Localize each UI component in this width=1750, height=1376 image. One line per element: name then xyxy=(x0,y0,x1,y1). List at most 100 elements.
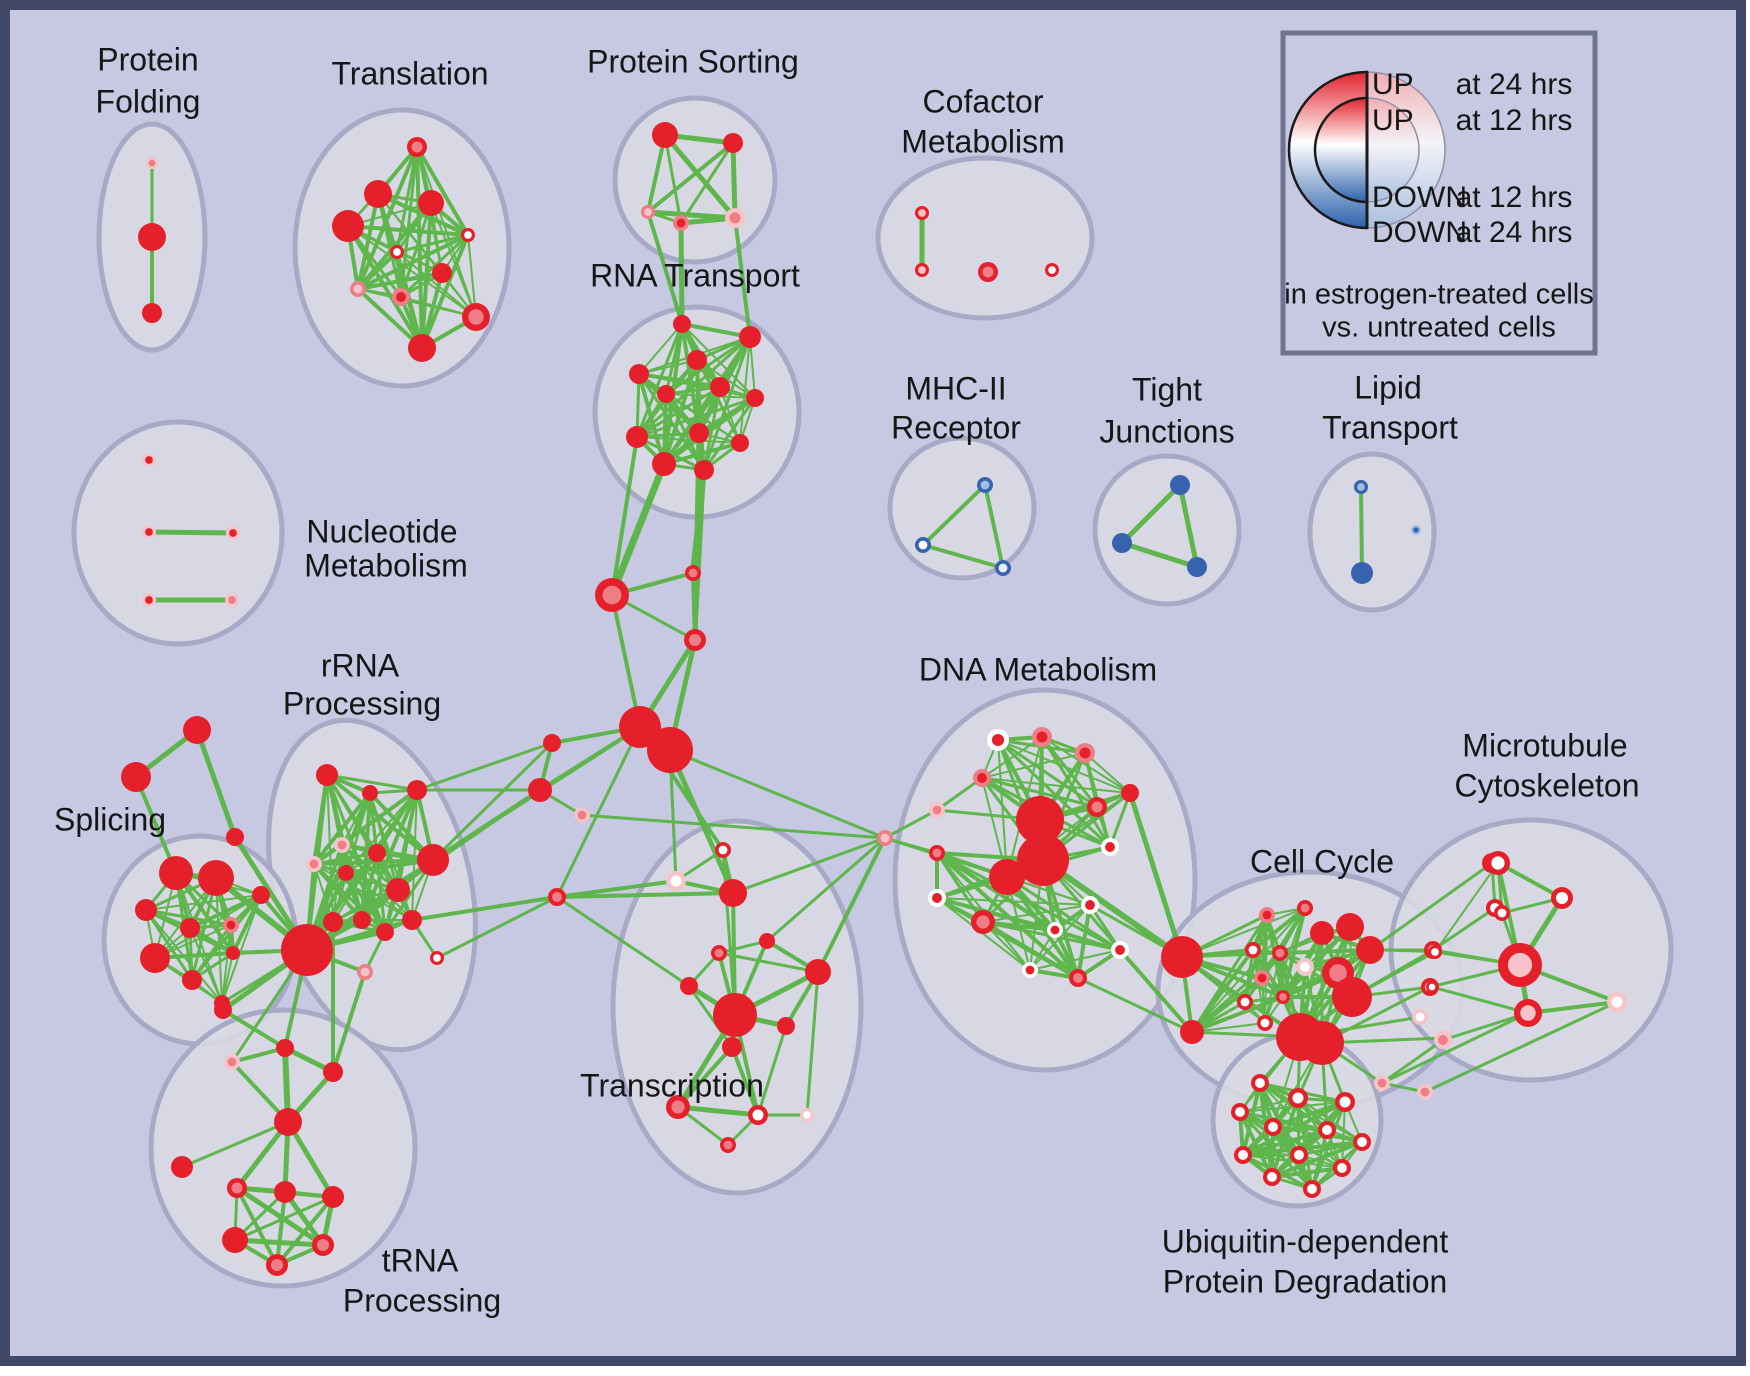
node-outer xyxy=(121,762,151,792)
cluster-ellipse-tn xyxy=(148,1007,418,1289)
edge xyxy=(221,924,232,1004)
edge xyxy=(638,373,756,399)
edge xyxy=(1191,1022,1266,1033)
node-outer xyxy=(652,452,676,476)
node-core xyxy=(1238,1150,1248,1160)
node-core xyxy=(1260,1018,1270,1028)
edge xyxy=(1496,861,1564,900)
edge xyxy=(1053,928,1122,952)
edge xyxy=(936,897,1091,906)
cluster-label-tx-0: Transcription xyxy=(580,1067,764,1103)
node-outer xyxy=(138,223,166,251)
edge xyxy=(1190,995,1285,1034)
cluster-label-ps-0: Protein Sorting xyxy=(587,43,799,79)
node-outer xyxy=(408,334,436,362)
edge xyxy=(555,891,735,899)
edge xyxy=(1359,485,1364,575)
node-outer xyxy=(323,912,343,932)
node-core xyxy=(1292,1092,1304,1104)
edge xyxy=(921,483,987,547)
edge xyxy=(664,335,752,396)
node-core xyxy=(1555,891,1569,905)
node-core xyxy=(991,733,1005,747)
edge xyxy=(1041,736,1131,794)
node-core xyxy=(468,309,484,325)
cluster-ellipse-ps xyxy=(612,95,778,265)
node-outer xyxy=(619,706,661,748)
legend-inner-left xyxy=(1313,96,1369,204)
edge xyxy=(730,1045,760,1117)
node-outer xyxy=(1351,562,1373,584)
node-outer xyxy=(1332,977,1372,1017)
edge xyxy=(646,133,667,214)
node-outer xyxy=(274,1108,302,1136)
node-core xyxy=(1073,973,1083,983)
node-core xyxy=(688,633,702,647)
edge xyxy=(1127,790,1185,960)
edge xyxy=(635,396,757,439)
node-outer xyxy=(198,860,234,896)
node-outer xyxy=(276,1039,294,1057)
cluster-label-rr-0: rRNA xyxy=(321,647,400,683)
edge xyxy=(555,895,691,988)
cluster-label-pf-1: Folding xyxy=(96,83,201,119)
node-outer xyxy=(673,315,691,333)
edge xyxy=(415,145,470,237)
edge xyxy=(555,879,678,899)
edge xyxy=(665,393,756,399)
edge xyxy=(347,225,477,318)
node-core xyxy=(464,231,472,239)
node-outer xyxy=(746,389,764,407)
node-outer xyxy=(332,210,364,242)
node-outer xyxy=(687,350,707,370)
edge xyxy=(325,773,419,792)
node-core xyxy=(676,218,686,228)
edge xyxy=(1040,735,1112,849)
cluster-labels: Protein Folding Translation Protein Sorting… xyxy=(54,41,1640,1318)
cluster-label-lt-1: Transport xyxy=(1322,409,1458,445)
node-core xyxy=(723,1140,733,1150)
edge xyxy=(1380,1038,1445,1085)
edge xyxy=(1181,907,1306,958)
node-core xyxy=(1255,1078,1265,1088)
legend-inner-right xyxy=(1366,97,1420,203)
node-outer xyxy=(1112,533,1132,553)
node-outer xyxy=(171,1156,193,1178)
node-outer xyxy=(1170,475,1190,495)
edge xyxy=(396,251,477,318)
edge xyxy=(356,192,380,291)
edge xyxy=(221,894,262,1004)
node-outer xyxy=(252,886,270,904)
node-core xyxy=(1413,527,1419,533)
edge xyxy=(1270,1166,1344,1179)
edge xyxy=(679,141,735,225)
edge xyxy=(356,250,399,291)
node-outer xyxy=(1187,557,1207,577)
node-core xyxy=(227,1057,237,1067)
edge xyxy=(1271,1125,1329,1132)
cluster-label-tj-1: Junctions xyxy=(1099,413,1234,449)
edge xyxy=(1040,735,1099,809)
node-core xyxy=(337,840,347,850)
node-outer xyxy=(528,778,552,802)
edge xyxy=(285,1119,336,1200)
node-core xyxy=(231,1182,243,1194)
node-outer xyxy=(386,878,410,902)
edge xyxy=(997,739,1008,878)
node-core xyxy=(880,833,890,843)
legend-dir-0: UP xyxy=(1372,68,1414,101)
node-core xyxy=(932,893,942,903)
edge xyxy=(431,741,554,862)
node-core xyxy=(1377,1078,1387,1088)
node-outer xyxy=(432,263,452,283)
edge xyxy=(1076,903,1092,980)
legend-dir-2: DOWN xyxy=(1372,181,1467,214)
node-core xyxy=(932,848,942,858)
node-core xyxy=(1329,964,1347,982)
edge xyxy=(733,216,752,339)
node-outer xyxy=(376,923,394,941)
edge xyxy=(765,836,887,943)
edge xyxy=(731,836,887,895)
node-core xyxy=(644,208,652,216)
node-core xyxy=(393,248,401,256)
